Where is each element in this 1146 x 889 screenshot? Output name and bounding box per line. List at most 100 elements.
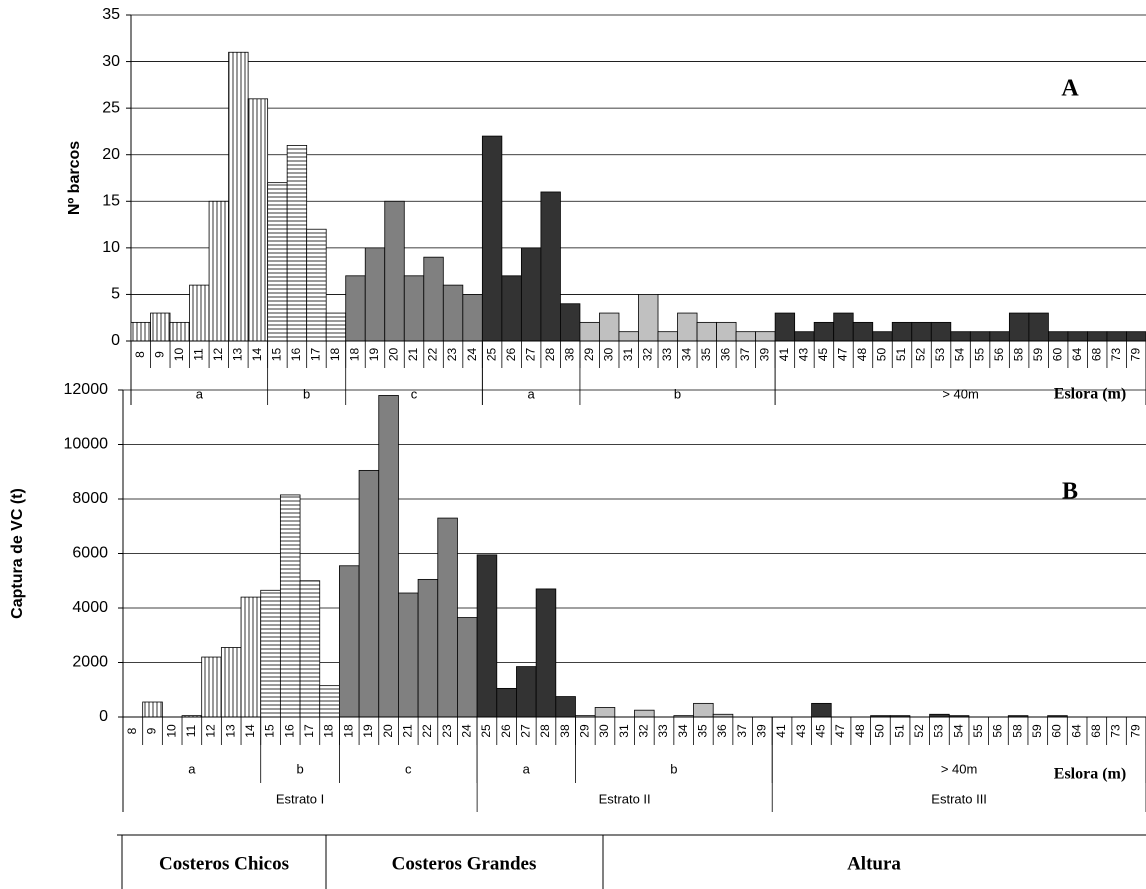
x-tick-label: 27: [523, 348, 537, 362]
x-tick-label: 55: [972, 348, 986, 362]
bar: [891, 321, 913, 342]
bar: [677, 312, 698, 342]
bar: [813, 321, 835, 342]
y-tick-label: 4000: [72, 599, 108, 616]
y-tick-label: 12000: [64, 381, 109, 398]
x-tick-label: 16: [282, 724, 296, 738]
x-tick-label: 35: [699, 348, 713, 362]
x-tick-label: 9: [145, 727, 159, 734]
bar: [989, 331, 1010, 342]
x-tick-label: 26: [499, 724, 513, 738]
x-tick-label: 53: [933, 348, 947, 362]
bar: [693, 702, 714, 718]
x-tick-label: 18: [328, 348, 342, 362]
x-tick-label: 48: [855, 348, 869, 362]
x-tick-label: 41: [777, 348, 791, 362]
bar: [437, 517, 458, 718]
y-axis-label: Captura de VC (t): [9, 488, 26, 619]
x-tick-label: 45: [814, 724, 828, 738]
x-tick-label: 18: [348, 348, 362, 362]
bar: [130, 321, 151, 342]
x-tick-label: 60: [1050, 724, 1064, 738]
bar: [398, 592, 419, 718]
x-tick-label: 33: [660, 348, 674, 362]
bar: [150, 312, 171, 342]
bar: [423, 256, 444, 342]
x-tick-label: 19: [367, 348, 381, 362]
group-label: a: [523, 761, 531, 776]
x-tick-label: 27: [518, 724, 532, 738]
bar: [716, 321, 737, 342]
x-tick-label: 20: [381, 724, 395, 738]
x-tick-label: 39: [758, 348, 772, 362]
x-tick-label: 9: [152, 351, 166, 358]
x-tick-label: 21: [400, 724, 414, 738]
x-tick-label: 30: [601, 348, 615, 362]
x-axis-label: Eslora (m): [1054, 766, 1126, 783]
bar: [267, 182, 288, 342]
x-tick-label: 41: [774, 724, 788, 738]
x-tick-label: 8: [133, 351, 147, 358]
x-tick-label: 29: [577, 724, 591, 738]
bar: [579, 321, 600, 342]
x-tick-label: 17: [309, 348, 323, 362]
x-tick-label: 59: [1031, 348, 1045, 362]
y-tick-label: 35: [102, 6, 120, 23]
x-tick-label: 58: [1011, 348, 1025, 362]
y-tick-label: 5: [111, 286, 120, 303]
x-tick-label: 21: [406, 348, 420, 362]
footer-label: Costeros Grandes: [392, 853, 537, 874]
x-tick-label: 34: [676, 724, 690, 738]
x-tick-label: 54: [953, 348, 967, 362]
x-tick-label: 17: [302, 724, 316, 738]
x-tick-label: 51: [892, 724, 906, 738]
x-tick-label: 35: [696, 724, 710, 738]
x-tick-label: 8: [125, 727, 139, 734]
bar: [481, 135, 503, 342]
bar: [417, 578, 439, 718]
bar: [794, 331, 815, 342]
bar: [774, 312, 796, 342]
x-tick-label: 64: [1070, 348, 1084, 362]
x-tick-label: 26: [504, 348, 518, 362]
x-tick-label: 11: [184, 724, 198, 737]
x-tick-label: 25: [479, 724, 493, 738]
y-tick-label: 30: [102, 53, 120, 70]
bar: [811, 702, 832, 718]
x-tick-label: 10: [172, 348, 186, 362]
x-tick-label: 30: [597, 724, 611, 738]
bar: [501, 275, 522, 342]
x-tick-label: 15: [270, 348, 284, 362]
bar: [833, 312, 854, 342]
x-tick-label: 48: [853, 724, 867, 738]
bar: [540, 191, 561, 342]
x-tick-label: 56: [991, 724, 1005, 738]
bar: [142, 701, 163, 718]
y-tick-label: 2000: [72, 654, 108, 671]
y-tick-label: 10: [102, 239, 120, 256]
x-tick-label: 64: [1069, 724, 1083, 738]
x-tick-label: 68: [1089, 348, 1103, 362]
bar: [403, 275, 425, 342]
bar: [520, 247, 542, 342]
bar: [306, 228, 327, 342]
bar: [657, 331, 678, 342]
bar: [1087, 331, 1108, 342]
x-tick-label: 37: [738, 348, 752, 362]
x-tick-label: 59: [1030, 724, 1044, 738]
x-tick-label: 45: [816, 348, 830, 362]
bar: [457, 617, 478, 718]
bar: [286, 144, 308, 342]
bar: [638, 294, 659, 342]
footer-label: Altura: [847, 853, 901, 874]
x-tick-label: 52: [912, 724, 926, 738]
bar: [462, 294, 483, 342]
x-tick-label: 47: [833, 724, 847, 738]
y-tick-label: 0: [111, 332, 120, 349]
x-tick-label: 73: [1109, 348, 1123, 362]
group-label: c: [411, 386, 418, 401]
x-tick-label: 79: [1128, 724, 1142, 738]
x-tick-label: 38: [558, 724, 572, 738]
x-tick-label: 25: [484, 348, 498, 362]
bar: [345, 275, 366, 342]
